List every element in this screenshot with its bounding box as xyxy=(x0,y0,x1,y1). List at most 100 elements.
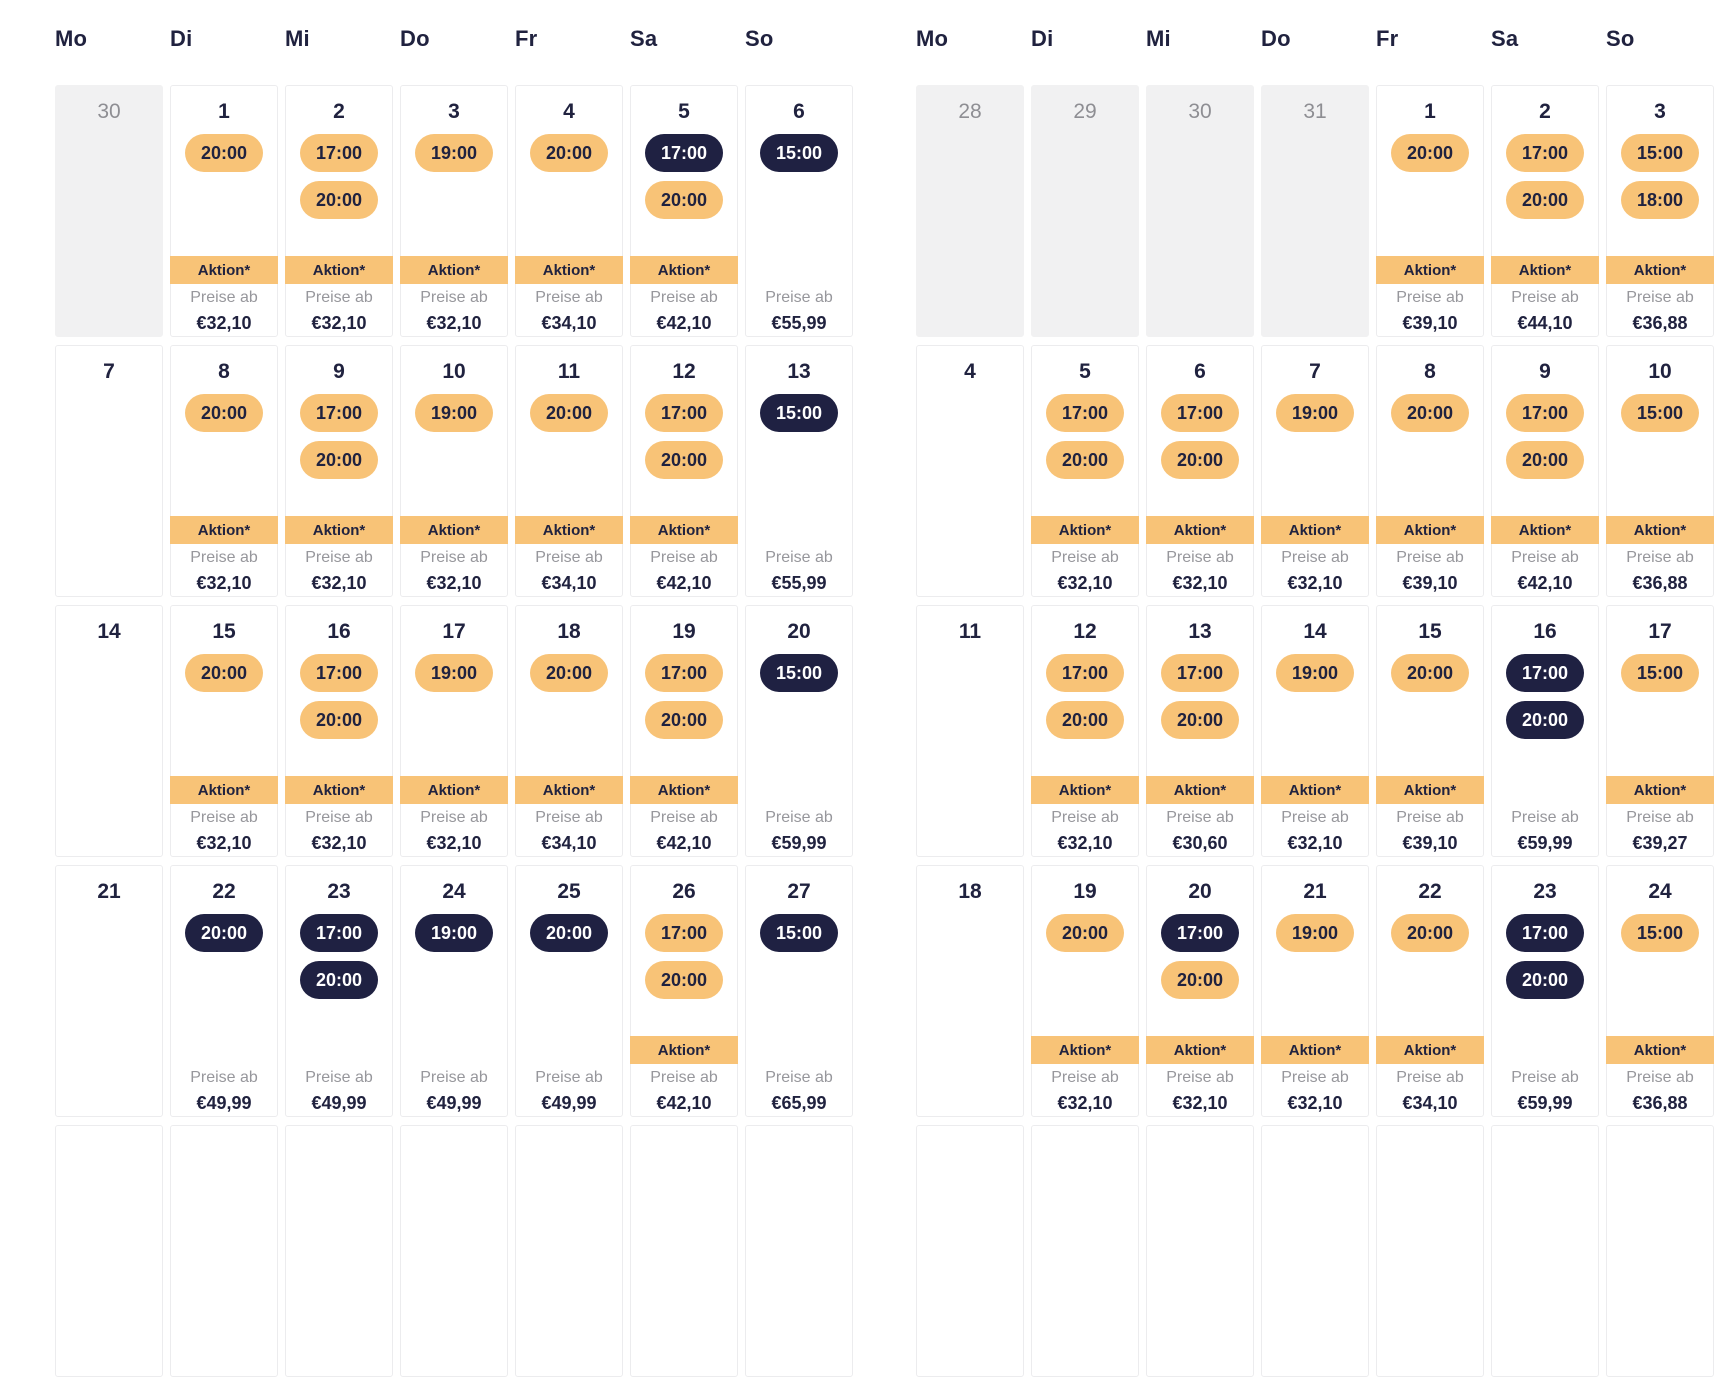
week-row: 11 12 17:00 20:00 Aktion* Preise ab €32,10 13 17… xyxy=(916,605,1714,857)
showtime-pill[interactable]: 18:00 xyxy=(1621,181,1699,219)
day-number: 19 xyxy=(672,620,696,643)
day-cell xyxy=(55,1125,163,1377)
day-number: 1 xyxy=(1424,100,1436,123)
showtime-pill[interactable]: 20:00 xyxy=(185,394,263,432)
showtime-pill[interactable]: 20:00 xyxy=(1161,441,1239,479)
showtime-pill[interactable]: 17:00 xyxy=(300,654,378,692)
showtime-pill[interactable]: 17:00 xyxy=(300,134,378,172)
showtime-pill[interactable]: 17:00 xyxy=(1506,654,1584,692)
day-number: 30 xyxy=(97,100,121,123)
showtime-pill[interactable]: 20:00 xyxy=(1506,441,1584,479)
week-row-clipped xyxy=(916,1125,1714,1377)
showtime-pill[interactable]: 19:00 xyxy=(415,134,493,172)
showtime-pill[interactable]: 20:00 xyxy=(1161,961,1239,999)
showtime-pill[interactable]: 15:00 xyxy=(760,914,838,952)
showtime-pill[interactable]: 19:00 xyxy=(1276,394,1354,432)
showtime-pill[interactable]: 20:00 xyxy=(185,134,263,172)
showtime-pill[interactable]: 20:00 xyxy=(1506,701,1584,739)
day-cell xyxy=(1376,1125,1484,1377)
day-cell: 14 xyxy=(55,605,163,857)
showtime-pill[interactable]: 20:00 xyxy=(1391,134,1469,172)
showtime-pill[interactable]: 20:00 xyxy=(645,441,723,479)
showtime-list: 20:00 xyxy=(516,134,622,172)
showtime-pill[interactable]: 20:00 xyxy=(185,654,263,692)
price-from: €34,10 xyxy=(1402,1093,1458,1113)
showtime-pill[interactable]: 20:00 xyxy=(300,441,378,479)
showtime-pill[interactable]: 17:00 xyxy=(300,394,378,432)
showtime-list: 19:00 xyxy=(401,654,507,692)
showtime-pill[interactable]: 20:00 xyxy=(530,394,608,432)
showtime-pill[interactable]: 15:00 xyxy=(1621,654,1699,692)
day-cell: 29 xyxy=(1031,85,1139,337)
showtime-pill[interactable]: 20:00 xyxy=(1046,701,1124,739)
day-cell: 4 20:00 Aktion* Preise ab €34,10 xyxy=(515,85,623,337)
showtime-pill[interactable]: 20:00 xyxy=(530,654,608,692)
showtime-pill[interactable]: 17:00 xyxy=(1161,654,1239,692)
showtime-pill[interactable]: 20:00 xyxy=(300,701,378,739)
preise-ab-label: Preise ab xyxy=(765,549,833,566)
day-number: 3 xyxy=(1654,100,1666,123)
showtime-pill[interactable]: 19:00 xyxy=(415,654,493,692)
showtime-pill[interactable]: 19:00 xyxy=(415,394,493,432)
preise-ab-label: Preise ab xyxy=(1511,289,1579,306)
showtime-pill[interactable]: 17:00 xyxy=(1161,394,1239,432)
showtime-pill[interactable]: 20:00 xyxy=(1391,914,1469,952)
showtime-pill[interactable]: 20:00 xyxy=(1046,914,1124,952)
day-number: 18 xyxy=(557,620,581,643)
aktion-badge: Aktion* xyxy=(1146,776,1254,804)
showtime-pill[interactable]: 17:00 xyxy=(1161,914,1239,952)
price-from: €32,10 xyxy=(1172,1093,1228,1113)
preise-ab-label: Preise ab xyxy=(190,1069,258,1086)
showtime-pill[interactable]: 20:00 xyxy=(1391,654,1469,692)
showtime-pill[interactable]: 20:00 xyxy=(645,701,723,739)
showtime-pill[interactable]: 17:00 xyxy=(1046,394,1124,432)
showtime-pill[interactable]: 17:00 xyxy=(645,394,723,432)
aktion-badge: Aktion* xyxy=(630,776,738,804)
day-number: 15 xyxy=(212,620,236,643)
showtime-pill[interactable]: 15:00 xyxy=(1621,134,1699,172)
showtime-pill[interactable]: 15:00 xyxy=(760,654,838,692)
showtime-pill[interactable]: 15:00 xyxy=(1621,394,1699,432)
showtime-pill[interactable]: 17:00 xyxy=(645,134,723,172)
day-number: 10 xyxy=(442,360,466,383)
showtime-pill[interactable]: 17:00 xyxy=(645,654,723,692)
showtime-pill[interactable]: 20:00 xyxy=(1506,181,1584,219)
showtime-pill[interactable]: 20:00 xyxy=(1161,701,1239,739)
showtime-pill[interactable]: 20:00 xyxy=(1391,394,1469,432)
showtime-pill[interactable]: 17:00 xyxy=(300,914,378,952)
showtime-pill[interactable]: 15:00 xyxy=(760,134,838,172)
day-number: 24 xyxy=(1648,880,1672,903)
day-number: 6 xyxy=(793,100,805,123)
showtime-pill[interactable]: 17:00 xyxy=(645,914,723,952)
showtime-pill[interactable]: 20:00 xyxy=(530,134,608,172)
showtime-pill[interactable]: 20:00 xyxy=(185,914,263,952)
preise-ab-label: Preise ab xyxy=(1511,1069,1579,1086)
showtime-pill[interactable]: 17:00 xyxy=(1506,914,1584,952)
showtime-pill[interactable]: 20:00 xyxy=(300,181,378,219)
showtime-pill[interactable]: 20:00 xyxy=(300,961,378,999)
showtime-list: 20:00 xyxy=(171,914,277,952)
day-cell: 16 17:00 20:00 Preise ab €59,99 xyxy=(1491,605,1599,857)
aktion-badge: Aktion* xyxy=(1376,516,1484,544)
showtime-pill[interactable]: 15:00 xyxy=(1621,914,1699,952)
showtime-pill[interactable]: 20:00 xyxy=(1506,961,1584,999)
weekday-header: So xyxy=(1606,26,1635,51)
day-cell xyxy=(1606,1125,1714,1377)
day-number: 12 xyxy=(1073,620,1097,643)
weekday-header: Mi xyxy=(1146,26,1171,51)
showtime-pill[interactable]: 15:00 xyxy=(760,394,838,432)
showtime-list: 17:00 20:00 xyxy=(1032,654,1138,739)
showtime-pill[interactable]: 20:00 xyxy=(645,961,723,999)
showtime-pill[interactable]: 17:00 xyxy=(1506,394,1584,432)
showtime-pill[interactable]: 20:00 xyxy=(1046,441,1124,479)
price-from: €39,10 xyxy=(1402,313,1458,333)
showtime-pill[interactable]: 17:00 xyxy=(1046,654,1124,692)
showtime-pill[interactable]: 19:00 xyxy=(1276,914,1354,952)
showtime-pill[interactable]: 19:00 xyxy=(415,914,493,952)
showtime-pill[interactable]: 19:00 xyxy=(1276,654,1354,692)
showtime-pill[interactable]: 20:00 xyxy=(645,181,723,219)
showtime-pill[interactable]: 17:00 xyxy=(1506,134,1584,172)
day-number: 9 xyxy=(333,360,345,383)
showtime-pill[interactable]: 20:00 xyxy=(530,914,608,952)
price-from: €32,10 xyxy=(426,833,482,853)
